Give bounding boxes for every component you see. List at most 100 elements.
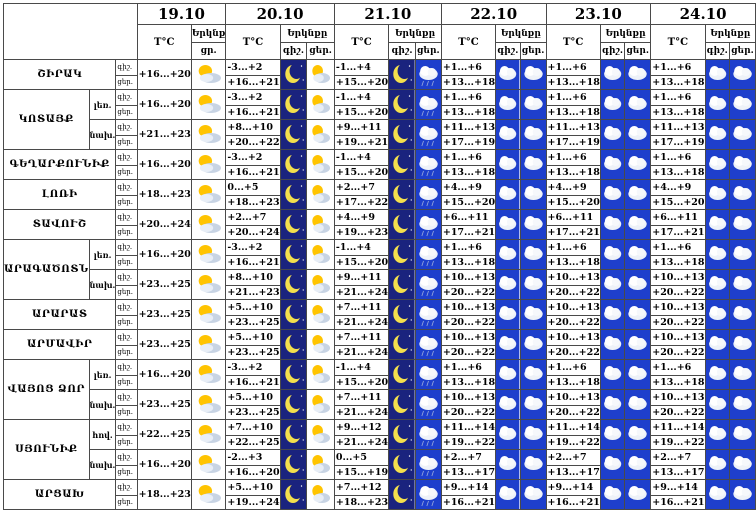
temp-value-night: +4...+9 bbox=[440, 179, 497, 196]
weather-cell bbox=[414, 149, 442, 180]
weather-cell bbox=[279, 389, 308, 420]
temp-value-night: +10...+13 bbox=[440, 329, 497, 346]
cloud-icon bbox=[730, 450, 755, 479]
cloud-icon bbox=[730, 90, 755, 119]
weather-cell bbox=[599, 329, 626, 360]
temp-value-day: +17...+21 bbox=[440, 224, 497, 241]
subzone-label: նախ. bbox=[88, 119, 117, 150]
temp-value-day: +15...+20 bbox=[333, 74, 390, 91]
date-header: 22.10 bbox=[440, 3, 547, 25]
weather-cell bbox=[414, 359, 442, 390]
weather-cell bbox=[704, 209, 730, 240]
weather-cell bbox=[279, 299, 308, 330]
cloud-icon bbox=[521, 270, 546, 299]
temp-value-day: +13...+18 bbox=[440, 164, 497, 181]
weather-cell bbox=[495, 419, 521, 450]
night-label: գիշ. bbox=[115, 389, 138, 406]
cloud-icon bbox=[706, 60, 729, 89]
weather-cell bbox=[599, 449, 626, 480]
weather-cell bbox=[599, 119, 626, 150]
temp-value-night: +1...+6 bbox=[440, 89, 497, 106]
temp-value-night: +9...+12 bbox=[333, 419, 390, 436]
temp-value-night: -1...+4 bbox=[333, 239, 390, 256]
sun-behind-cloud-icon bbox=[307, 390, 334, 419]
weather-cell bbox=[519, 299, 547, 330]
forecast-row: ցեր. +23...+25 +21...+24 +20...+22 +20...+22… bbox=[4, 314, 756, 331]
weather-cell bbox=[279, 449, 308, 480]
region-name: ԱՐՄԱՎԻՐ bbox=[2, 329, 117, 360]
weather-cell bbox=[279, 239, 308, 270]
weather-cell bbox=[388, 269, 416, 300]
weather-cell bbox=[519, 389, 547, 420]
temp-value-night: +5...+10 bbox=[225, 329, 281, 346]
forecast-row: ցեր. +20...+24 +19...+23 +17...+21 +17...+21… bbox=[4, 224, 756, 241]
moon-icon bbox=[281, 360, 306, 389]
cloud-icon bbox=[625, 300, 650, 329]
weather-cell bbox=[704, 269, 730, 300]
cloud-icon bbox=[601, 180, 624, 209]
cloud-icon bbox=[601, 390, 624, 419]
weather-cell bbox=[388, 149, 416, 180]
weather-cell bbox=[190, 449, 227, 480]
region-name: ԿՈՏԱՅՔ bbox=[3, 89, 90, 150]
forecast-row: ՇԻՐԱԿ գիշ. +16...+20 -3...+2 -1...+4 +1...+6 +… bbox=[2, 59, 756, 90]
temp-value-night: +9...+11 bbox=[333, 119, 390, 136]
temp-value-day: +21...+24 bbox=[333, 314, 390, 331]
temp-value: +22...+25 bbox=[136, 419, 192, 450]
temp-value-night: -3...+2 bbox=[225, 59, 281, 76]
moon-icon bbox=[389, 390, 415, 419]
temp-value-day: +15...+20 bbox=[333, 104, 390, 121]
temp-value-day: +20...+22 bbox=[440, 314, 497, 331]
cloud-icon bbox=[625, 270, 650, 299]
weather-cell bbox=[624, 119, 652, 150]
weather-cell bbox=[388, 329, 416, 360]
moon-icon bbox=[281, 270, 306, 299]
weather-cell bbox=[306, 299, 335, 330]
temp-value-night: +1...+6 bbox=[650, 59, 706, 76]
moon-icon bbox=[281, 390, 306, 419]
temp-value-day: +13...+18 bbox=[545, 74, 601, 91]
rain-cloud-icon bbox=[416, 240, 441, 269]
temp-value: +16...+20 bbox=[136, 59, 192, 90]
temp-value-day: +16...+20 bbox=[225, 464, 281, 481]
date-header: 21.10 bbox=[333, 3, 442, 25]
temp-value-day: +20...+22 bbox=[545, 344, 601, 361]
weather-cell bbox=[388, 119, 416, 150]
weather-cell bbox=[704, 419, 730, 450]
weather-cell bbox=[306, 239, 335, 270]
cloud-icon bbox=[706, 210, 729, 239]
day-label: ցեր. bbox=[115, 134, 138, 151]
temp-value-night: +6...+11 bbox=[440, 209, 497, 226]
weather-cell bbox=[388, 449, 416, 480]
region-name: ՎԱՅՈՑ ՁՈՐ bbox=[3, 359, 90, 420]
temp-value-day: +17...+19 bbox=[545, 134, 601, 151]
weather-cell bbox=[519, 209, 547, 240]
cloud-icon bbox=[706, 420, 729, 449]
forecast-row: ԱՐԱԳԱԾՈՏՆ լեռ. գիշ. +16...+20 -3...+2 -1...+4… bbox=[3, 239, 756, 300]
night-label: գիշ. bbox=[115, 59, 138, 76]
weather-cell bbox=[388, 59, 416, 90]
weather-cell bbox=[495, 299, 521, 330]
temp-value-day: +15...+19 bbox=[333, 464, 390, 481]
weather-cell bbox=[599, 359, 626, 390]
temp-value: +20...+24 bbox=[136, 209, 192, 240]
forecast-row: ցեր. +21...+23 +21...+24 +20...+22 +20...+22… bbox=[4, 284, 756, 301]
temp-value-night: +7...+12 bbox=[333, 479, 390, 496]
day-label: ցեր. bbox=[115, 494, 138, 511]
weather-cell bbox=[728, 479, 756, 510]
forecast-row: նախ. գիշ. +16...+20 -2...+3 0...+5 +2...+7 +2.… bbox=[4, 449, 756, 480]
subzone-label: նախ. bbox=[88, 269, 117, 300]
temp-value-night: +1...+6 bbox=[650, 149, 706, 166]
cloud-icon bbox=[706, 360, 729, 389]
temp-value-night: +5...+10 bbox=[225, 479, 281, 496]
temp-value-day: +13...+18 bbox=[545, 254, 601, 271]
forecast-body: ՇԻՐԱԿ գիշ. +16...+20 -3...+2 -1...+4 +1...+6 +… bbox=[2, 59, 756, 511]
temp-value-night: +1...+6 bbox=[545, 59, 601, 76]
temp-value-day: +17...+21 bbox=[545, 224, 601, 241]
temp-value-night: -1...+4 bbox=[333, 359, 390, 376]
sun-behind-cloud-icon bbox=[192, 390, 225, 419]
temp-value-day: +19...+22 bbox=[545, 434, 601, 451]
sun-behind-cloud-icon bbox=[192, 330, 225, 359]
weather-cell bbox=[279, 329, 308, 360]
subzone-label: լեռ. bbox=[88, 239, 117, 270]
